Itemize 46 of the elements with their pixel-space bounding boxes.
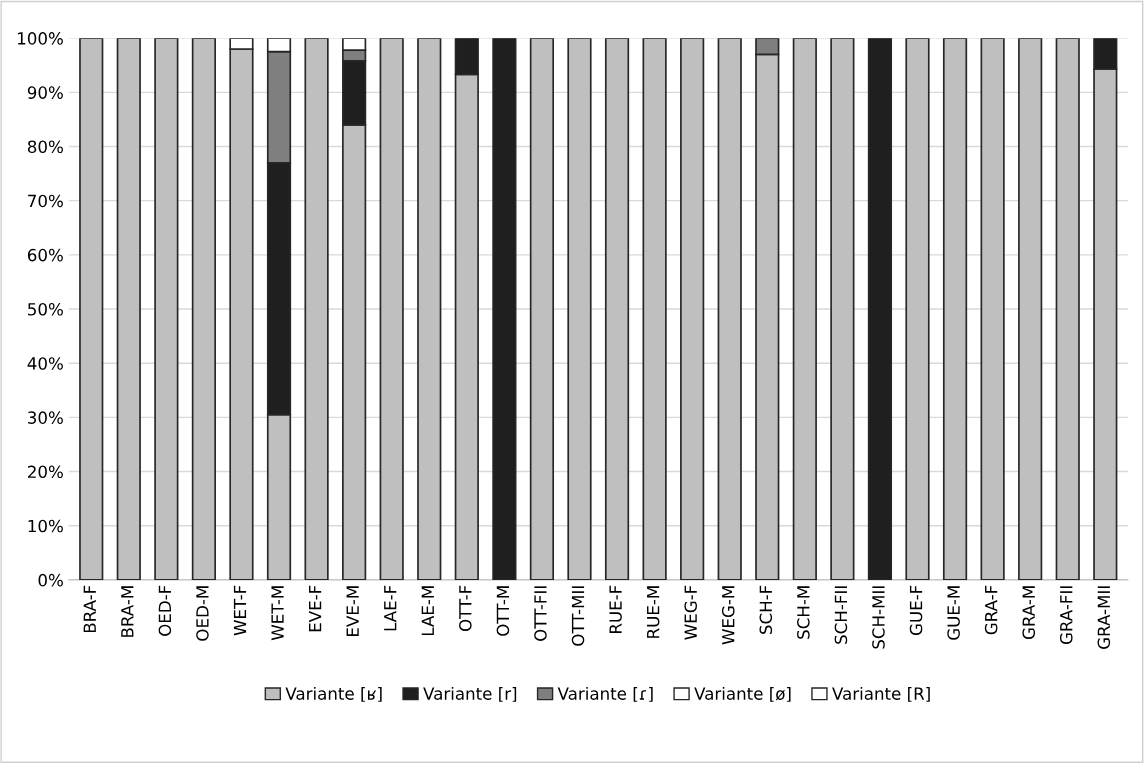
- y-tick-label: 20%: [28, 465, 63, 479]
- x-tick-label: GRA-FII: [1059, 586, 1073, 645]
- x-tick-label: OTT-MII: [571, 586, 585, 646]
- x-tick-label: EVE-F: [309, 585, 322, 632]
- x-tick-label: OTT-M: [496, 586, 510, 636]
- y-tick-label: 30%: [28, 411, 63, 424]
- x-tick-label: BRA-M: [121, 586, 134, 637]
- legend-label: Variante [ʁ]: [285, 686, 382, 702]
- y-tick-label: 50%: [28, 302, 63, 316]
- x-tick-label: RUE-F: [609, 585, 622, 634]
- y-tick-label: 70%: [28, 194, 63, 208]
- x-tick-label: RUE-M: [647, 586, 660, 638]
- x-tick-label: WET-M: [271, 586, 284, 641]
- x-tick-label: SCH-M: [797, 586, 810, 639]
- y-tick-label: 90%: [27, 86, 63, 99]
- x-tick-label: GRA-MII: [1097, 586, 1111, 649]
- y-tick-label: 100%: [18, 32, 63, 45]
- x-tick-label: WET-F: [233, 585, 247, 636]
- x-tick-label: SCH-MII: [872, 586, 885, 649]
- x-tick-label: GUE-F: [909, 585, 923, 636]
- bar: [492, 38, 517, 580]
- y-tick-label: 40%: [27, 357, 63, 370]
- x-tick-label: EVE-M: [346, 586, 359, 636]
- x-tick-label: GRA-F: [984, 585, 998, 635]
- x-tick-label: LAE-M: [421, 586, 434, 636]
- x-tick-label: GRA-M: [1022, 586, 1036, 640]
- x-tick-label: OED-M: [196, 586, 209, 641]
- x-tick-label: WEG-F: [684, 585, 697, 640]
- x-tick-label: SCH-F: [759, 585, 773, 634]
- legend-label: Variante [ø]: [694, 686, 791, 702]
- bar: [867, 38, 893, 580]
- y-tick-label: 60%: [27, 248, 63, 262]
- legend-label: Variante [ɾ]: [557, 686, 653, 702]
- x-tick-label: OTT-FII: [534, 586, 547, 641]
- y-tick-label: 0%: [38, 573, 63, 587]
- y-tick-label: 80%: [27, 140, 63, 154]
- x-tick-label: OED-F: [158, 585, 172, 636]
- y-tick-label: 10%: [28, 519, 63, 533]
- legend-label: Variante [R]: [832, 686, 930, 702]
- x-tick-label: LAE-F: [384, 585, 397, 631]
- x-tick-label: SCH-FII: [834, 586, 848, 644]
- x-tick-label: GUE-M: [947, 586, 960, 640]
- x-tick-label: BRA-F: [83, 585, 96, 633]
- x-tick-label: WEG-M: [721, 586, 735, 645]
- x-tick-label: OTT-F: [459, 585, 472, 632]
- legend-label: Variante [r]: [423, 686, 517, 702]
